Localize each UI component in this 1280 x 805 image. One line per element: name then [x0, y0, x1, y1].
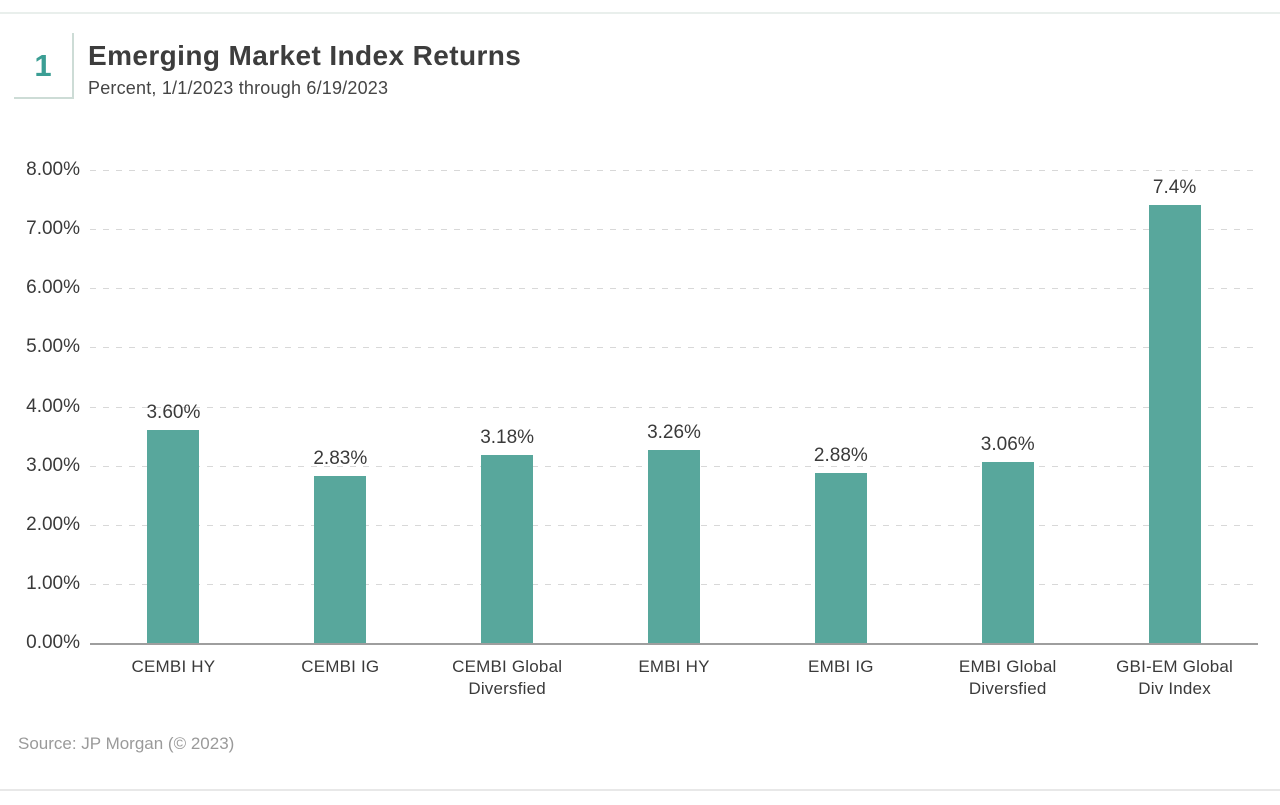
x-axis-category-label: CEMBI Global Diversfied	[452, 657, 563, 698]
gridline	[90, 347, 1258, 349]
bar-embi-global-diversfied	[981, 462, 1034, 643]
bar-value-label: 7.4%	[1152, 177, 1197, 199]
bar-column-embi-hy: 3.26%	[591, 170, 758, 643]
gridline	[90, 229, 1258, 231]
bar-column-cembi-hy: 3.60%	[90, 170, 257, 643]
y-axis-tick-label: 8.00%	[26, 159, 80, 180]
bar-column-embi-global-diversfied: 3.06%	[924, 170, 1091, 643]
x-axis-category-label: CEMBI HY	[131, 657, 216, 676]
bar-cembi-global-diversfied	[481, 454, 534, 643]
x-axis: CEMBI HY CEMBI IG CEMBI Global Diversfied E…	[90, 656, 1258, 700]
bar-chart: 0.00% 1.00% 2.00% 3.00% 4.00% 5.00% 6.00% 7.00%…	[0, 159, 1258, 653]
chart-header: 1 Emerging Market Index Returns Percent,…	[14, 33, 521, 99]
plot-area: 3.60% 2.83% 3.18% 3.26% 2.88% 3.06% 7.4%	[90, 170, 1258, 645]
title-block: Emerging Market Index Returns Percent, 1…	[88, 33, 521, 99]
y-axis-tick-label: 1.00%	[26, 572, 80, 594]
figure-number-badge: 1	[14, 33, 74, 99]
bar-value-label: 3.26%	[647, 422, 701, 444]
gridline	[90, 288, 1258, 290]
bar-column-gbi-em-global-div-index: 7.4%	[1091, 170, 1258, 643]
gridline	[90, 406, 1258, 408]
top-divider	[0, 12, 1280, 14]
chart-subtitle: Percent, 1/1/2023 through 6/19/2023	[88, 78, 389, 98]
bar-value-label: 3.60%	[146, 402, 201, 424]
x-axis-category-label: EMBI IG	[808, 657, 874, 676]
y-axis-tick-label: 3.00%	[26, 454, 80, 476]
bottom-divider	[0, 789, 1280, 791]
bar-column-embi-ig: 2.88%	[757, 170, 924, 643]
bar-column-cembi-ig: 2.83%	[257, 170, 424, 643]
y-axis-tick-label: 7.00%	[26, 218, 80, 240]
gridline	[90, 170, 1258, 171]
y-axis-tick-label: 2.00%	[26, 513, 80, 535]
bar-value-label: 3.18%	[480, 426, 535, 448]
x-axis-category-label: EMBI Global Diversfied	[958, 657, 1057, 698]
bar-cembi-ig	[314, 475, 367, 643]
bar-embi-hy	[648, 450, 700, 643]
y-axis-tick-label: 4.00%	[26, 395, 80, 417]
x-axis-category-label: EMBI HY	[638, 657, 710, 676]
source-note: Source: JP Morgan (© 2023)	[18, 734, 235, 753]
x-axis-category-label: GBI-EM Global Div Index	[1116, 657, 1234, 698]
y-axis-tick-label: 6.00%	[26, 277, 80, 299]
bar-value-label: 3.06%	[980, 434, 1035, 456]
bar-gbi-em-global-div-index	[1148, 205, 1201, 643]
y-axis-tick-label: 0.00%	[26, 632, 80, 653]
bar-cembi-hy	[147, 430, 200, 643]
bar-value-label: 2.88%	[813, 444, 868, 466]
y-axis: 0.00% 1.00% 2.00% 3.00% 4.00% 5.00% 6.00% 7.00%…	[0, 159, 90, 653]
bar-value-label: 2.83%	[313, 447, 368, 469]
bar-column-cembi-global-diversfied: 3.18%	[424, 170, 591, 643]
figure-number: 1	[34, 47, 52, 83]
y-axis-tick-label: 5.00%	[26, 336, 80, 358]
chart-title: Emerging Market Index Returns	[88, 40, 522, 71]
bar-embi-ig	[814, 472, 867, 643]
x-axis-category-label: CEMBI IG	[301, 657, 380, 676]
